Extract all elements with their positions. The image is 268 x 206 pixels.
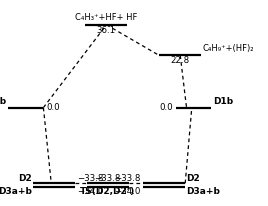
- Text: −34.0: −34.0: [77, 187, 104, 197]
- Text: −34.0: −34.0: [114, 187, 140, 197]
- Text: TS(D2,D2’): TS(D2,D2’): [80, 187, 135, 197]
- Text: C₄H₃⁺+HF+ HF: C₄H₃⁺+HF+ HF: [75, 13, 137, 22]
- Text: D2: D2: [18, 174, 32, 183]
- Text: 0.0: 0.0: [46, 103, 60, 112]
- Text: −33.8: −33.8: [77, 174, 104, 183]
- Text: 22.8: 22.8: [170, 56, 189, 66]
- Text: 36.1: 36.1: [97, 26, 116, 35]
- Text: D2: D2: [187, 174, 200, 183]
- Text: C₄H₉⁺+(HF)₂: C₄H₉⁺+(HF)₂: [202, 44, 254, 53]
- Text: −33.8: −33.8: [114, 174, 140, 183]
- Text: D3a+b: D3a+b: [187, 187, 220, 197]
- Text: 0.0: 0.0: [160, 103, 173, 112]
- Text: D1b: D1b: [213, 97, 233, 107]
- Text: D3a+b: D3a+b: [0, 187, 32, 197]
- Text: −33.8: −33.8: [95, 174, 121, 183]
- Text: D1b: D1b: [0, 97, 7, 107]
